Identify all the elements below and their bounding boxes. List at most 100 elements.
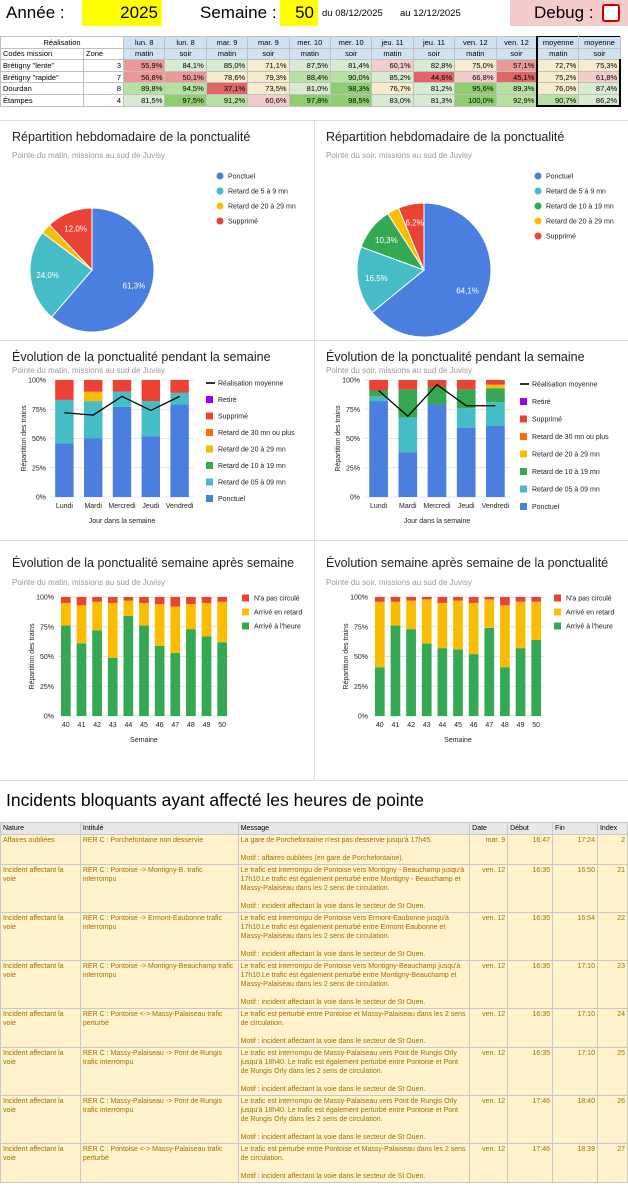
bar-segment	[186, 629, 196, 716]
bar-segment	[421, 599, 432, 644]
slice-label: 61,3%	[123, 282, 146, 291]
incident-date: ven. 12	[469, 1095, 509, 1144]
bar-segment	[398, 452, 418, 497]
legend-marker	[534, 172, 542, 180]
incidents-header: Fin	[552, 822, 598, 835]
x-tick-label: Mercredi	[423, 503, 451, 510]
chart-title: Évolution de la ponctualité pendant la s…	[12, 350, 271, 364]
bar-segment	[112, 391, 132, 407]
x-tick-label: 42	[407, 722, 415, 729]
incident-date: ven. 12	[469, 864, 509, 913]
bar-segment	[141, 380, 161, 402]
slice-label: 6,2%	[406, 219, 424, 228]
day-header: jeu. 11	[412, 36, 456, 49]
realisation-value: 55,9%	[122, 59, 166, 72]
incident-nature: Incident affectant la voie	[0, 960, 81, 1009]
pie-slice	[397, 202, 425, 271]
incidents-header: Date	[469, 822, 509, 835]
mission-name: Brétigny "rapide"	[0, 70, 84, 84]
day-header: moyenne	[536, 36, 580, 49]
legend-label: Retard de 30 mn ou plus	[218, 430, 295, 437]
y-tick-label: 0%	[358, 714, 368, 721]
bar-segment	[201, 597, 212, 603]
y-tick-label: 75%	[32, 407, 46, 414]
table-row: Incident affectant la voie RER C : Pontoi…	[0, 912, 628, 961]
debug-checkbox[interactable]	[602, 4, 620, 22]
incident-fin: 17:24	[552, 834, 598, 865]
y-axis-label: Répartition des trains	[29, 623, 36, 690]
incident-intitule: RER C : Porchefontaine non desservie	[79, 834, 239, 865]
y-tick-label: 50%	[32, 436, 46, 443]
chart-jour-matin: Évolution de la ponctualité pendant la s…	[0, 340, 314, 540]
incident-motif: Motif : incident affectant la voie dans …	[240, 999, 426, 1006]
header-bar: Année : 2025 Semaine : 50 du 08/12/2025 …	[0, 0, 628, 26]
incident-intitule: RER C : Pontoise <-> Massy-Palaiseau tra…	[79, 1008, 239, 1048]
bar-segment	[217, 642, 228, 716]
bar-segment	[139, 602, 149, 626]
mission-name: Étampes	[0, 93, 84, 107]
incident-index: 26	[596, 1095, 628, 1144]
annee-input[interactable]: 2025	[82, 0, 162, 26]
bar-segment	[456, 408, 476, 428]
bar-segment	[76, 605, 87, 644]
x-tick-label: Lundi	[370, 503, 388, 510]
x-tick-label: Jeudi	[458, 503, 475, 510]
realisation-value: 81,2%	[412, 82, 456, 95]
incident-debut: 16:47	[507, 834, 554, 865]
bar-segment	[427, 380, 447, 388]
chart-title: Évolution de la ponctualité pendant la s…	[326, 350, 585, 364]
realisation-value: 83,0%	[371, 93, 414, 107]
legend-marker	[242, 622, 249, 630]
bar-segment	[531, 597, 542, 602]
incident-message-cell: Le trafic est perturbé entre Pontoise et…	[237, 1143, 471, 1183]
realisation-table: Réalisation lun. 8 lun. 8 mar. 9 mar. 9 mer. …	[0, 36, 622, 108]
legend-label: Supprimé	[218, 414, 248, 421]
y-tick-label: 50%	[354, 654, 368, 661]
bar-segment	[427, 387, 447, 405]
mission-name: Dourdan	[0, 82, 84, 95]
legend-label: N'a pas circulé	[254, 596, 300, 603]
legend-label: Réalisation moyenne	[218, 381, 283, 388]
incident-debut: 16:35	[507, 912, 554, 961]
y-axis-label: Répartition des trains	[335, 405, 342, 472]
incident-message: Le trafic est perturbé entre Pontoise et…	[240, 1146, 466, 1162]
realisation-value: 87,5%	[288, 59, 331, 72]
bar-segment	[484, 599, 495, 628]
legend-marker	[520, 450, 527, 458]
y-tick-label: 75%	[40, 624, 54, 631]
debug-label: Debug :	[534, 3, 594, 22]
day-header: mar. 9	[205, 36, 249, 49]
y-tick-label: 100%	[350, 595, 368, 602]
bar-segment	[486, 402, 505, 426]
y-tick-label: 25%	[32, 465, 46, 472]
bar-segment	[398, 417, 418, 453]
day-header: mer. 10	[288, 36, 331, 49]
incident-fin: 17:10	[552, 960, 598, 1009]
realisation-value: 87,4%	[578, 82, 622, 95]
slice-label: 10,3%	[375, 236, 398, 245]
x-tick-label: Lundi	[56, 503, 74, 510]
debug-toggle[interactable]: Debug :	[510, 0, 628, 26]
incident-debut: 17:46	[507, 1095, 554, 1144]
realisation-value: 85,0%	[205, 59, 249, 72]
legend-marker	[554, 622, 561, 630]
realisation-value: 75,0%	[454, 59, 497, 72]
annee-label: Année :	[6, 3, 65, 22]
incident-nature: Incident affectant la voie	[0, 1095, 81, 1144]
incident-debut: 16:35	[507, 1008, 554, 1048]
bar-segment	[406, 600, 416, 630]
incident-index: 24	[596, 1008, 628, 1048]
bar-segment	[170, 606, 181, 653]
bar-segment	[369, 401, 388, 497]
x-tick-label: 44	[438, 722, 446, 729]
bar-segment	[374, 667, 385, 716]
y-tick-label: 75%	[346, 407, 360, 414]
incidents-title: Incidents bloquants ayant affecté les he…	[6, 790, 425, 810]
period-header: soir	[164, 47, 207, 61]
realisation-value: 61,8%	[578, 70, 622, 84]
chart-subtitle: Pointe du matin, missions au sud de Juvi…	[12, 366, 165, 375]
semaine-input[interactable]: 50	[280, 0, 318, 26]
y-tick-label: 50%	[346, 436, 360, 443]
bar-segment	[406, 597, 416, 601]
bar-segment	[421, 597, 432, 600]
